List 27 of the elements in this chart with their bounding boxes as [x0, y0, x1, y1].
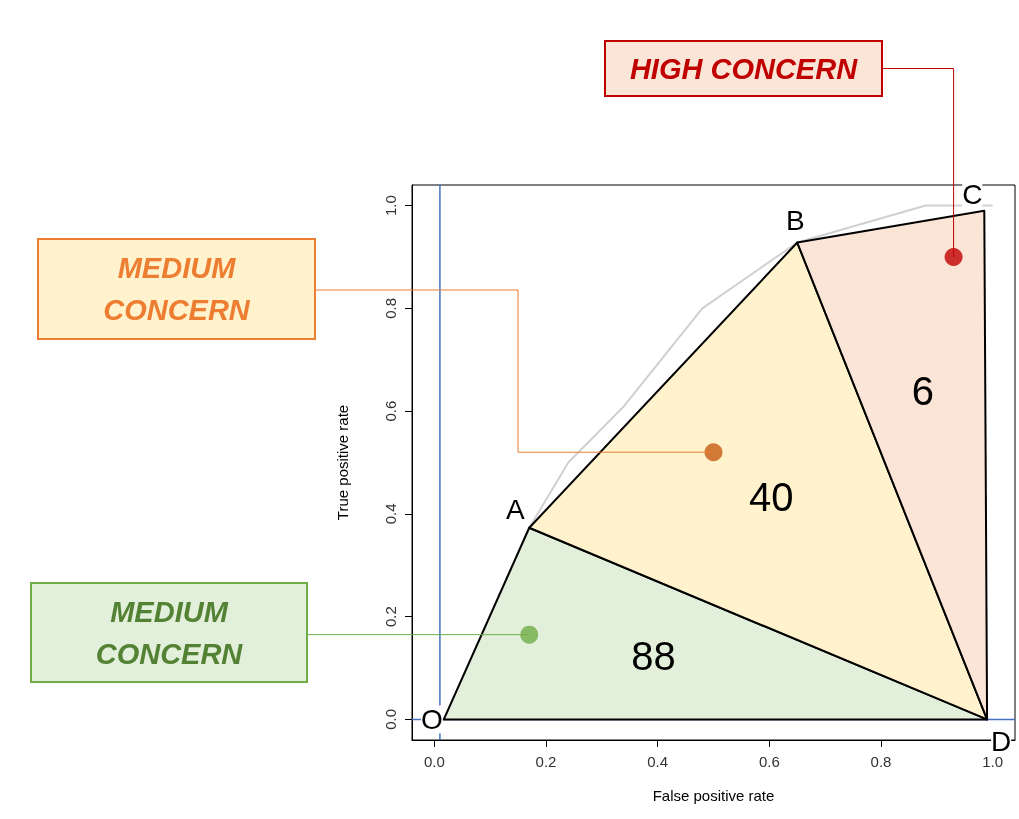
- y-tick-label: 0.8: [382, 297, 399, 319]
- annotation: 88: [631, 633, 676, 678]
- annotation: O: [420, 703, 443, 735]
- point: [704, 443, 723, 462]
- point: [520, 625, 539, 644]
- annotation: A: [505, 494, 525, 526]
- x-tick-label: 0.4: [647, 753, 669, 770]
- x-axis-title: False positive rate: [652, 787, 775, 804]
- point: [944, 247, 963, 266]
- y-tick-label: 0.0: [382, 709, 399, 730]
- y-tick-label: 1.0: [382, 195, 399, 216]
- x-tick-label: 0.0: [423, 753, 445, 770]
- annotation: C: [962, 179, 983, 211]
- text: MEDIUM CONCERN: [37, 238, 316, 340]
- y-tick-label: 0.4: [382, 503, 399, 525]
- x-tick-label: 0.8: [870, 753, 892, 770]
- y-axis-title: True positive rate: [334, 404, 351, 521]
- annotation: 40: [748, 474, 794, 519]
- text: MEDIUM CONCERN: [30, 582, 308, 683]
- y-tick-label: 0.2: [382, 606, 399, 628]
- x-tick-label: 0.6: [758, 753, 780, 770]
- annotation: B: [785, 205, 805, 237]
- y-tick-label: 0.6: [382, 400, 399, 422]
- x-tick-label: 0.2: [535, 753, 557, 770]
- annotation: D: [990, 725, 1012, 757]
- annotation: HIGH CONCERN: [604, 40, 883, 97]
- annotation: 6: [911, 368, 934, 413]
